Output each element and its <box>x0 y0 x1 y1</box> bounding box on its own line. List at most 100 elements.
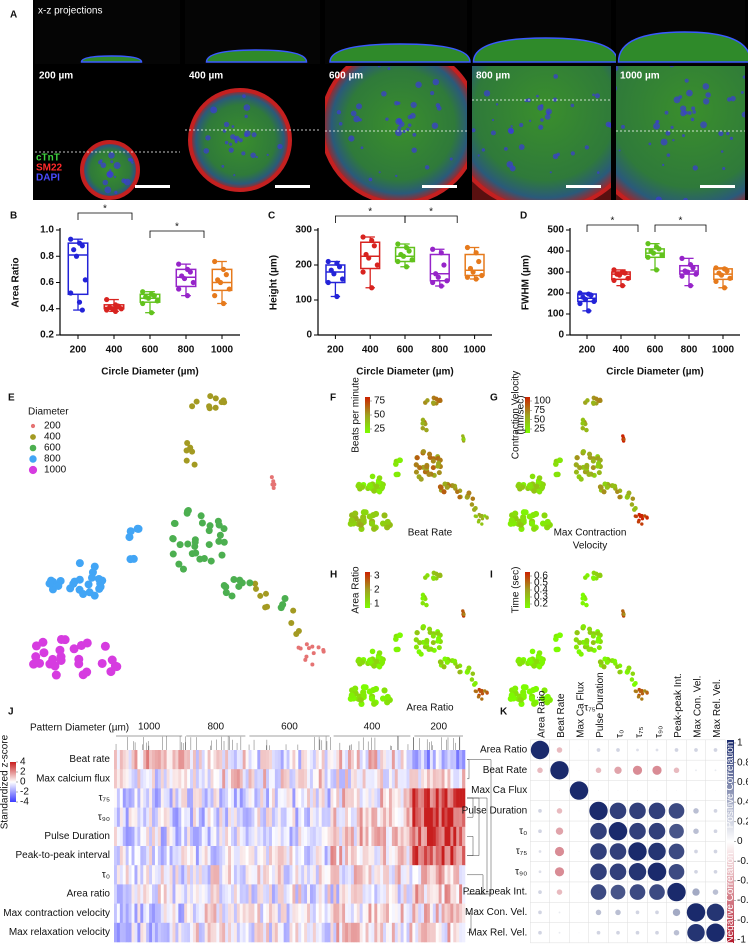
nuclei <box>718 130 724 137</box>
heatmap-cell <box>254 903 258 924</box>
heatmap-cell <box>231 884 235 904</box>
heatmap-cell <box>184 807 188 828</box>
heatmap-cell <box>236 750 241 770</box>
heatmap-cell <box>175 865 179 885</box>
heatmap-cell <box>456 922 460 943</box>
significance-bracket <box>404 215 458 223</box>
map-point <box>596 460 602 466</box>
z-colorbar-label: Standardized z-score <box>0 734 11 829</box>
heatmap-cell <box>315 826 320 847</box>
corr-circle <box>616 748 620 752</box>
heatmap-cell <box>233 769 238 789</box>
heatmap-cell <box>266 903 270 924</box>
heatmap-cell <box>242 922 246 943</box>
tsne-point <box>279 601 287 609</box>
nuclei <box>686 89 693 97</box>
heatmap-cell <box>453 769 457 789</box>
heatmap-cell <box>447 922 451 943</box>
heatmap-cell <box>187 865 191 885</box>
heatmap-cell <box>394 769 399 789</box>
heatmap-cell <box>409 846 413 866</box>
heatmap-cell <box>210 865 214 885</box>
heatmap-cell <box>160 846 165 866</box>
tsne-point <box>54 581 63 590</box>
corr-col-label: Max Rel. Vel. <box>712 679 723 738</box>
corr-circle <box>655 748 659 752</box>
corr-colorbar-tick-label: -0.4 <box>737 876 748 887</box>
heatmap-cell <box>254 846 258 866</box>
point <box>473 250 479 256</box>
heatmap-cell <box>403 903 407 924</box>
heatmap-cell <box>386 769 390 789</box>
heatmap-cell <box>184 846 188 866</box>
heatmap-cell <box>263 922 267 943</box>
heatmap-cell <box>386 750 390 770</box>
heatmap-cell <box>286 807 290 828</box>
nuclei <box>507 127 514 134</box>
heatmap-cell <box>333 884 337 904</box>
heatmap-cell <box>371 788 375 808</box>
heatmap-cell <box>403 807 407 828</box>
map-point <box>601 489 607 495</box>
heatmap-cell <box>418 788 422 808</box>
significance-star: * <box>429 207 433 218</box>
heatmap-cell <box>175 903 179 924</box>
heatmap-cell <box>210 884 214 904</box>
map-point <box>633 506 638 511</box>
point <box>653 267 660 273</box>
point <box>650 250 657 256</box>
map-point <box>362 684 369 691</box>
heatmap-cell <box>327 807 331 828</box>
heatmap-cell <box>242 903 246 924</box>
heatmap-cell <box>225 788 229 808</box>
tissue <box>616 66 745 200</box>
heatmap-cell <box>283 826 287 847</box>
corr-colorbar-tick-label: -0.6 <box>737 895 748 906</box>
heatmap-cell <box>280 846 284 866</box>
heatmap-cell <box>444 769 448 789</box>
map-caption: Beat Rate <box>408 528 453 539</box>
heatmap-cell <box>350 903 355 924</box>
significance-star: * <box>611 216 615 227</box>
heatmap-cell <box>327 884 331 904</box>
heatmap-cell <box>195 826 200 847</box>
heatmap-cell <box>233 826 238 847</box>
map-point <box>469 502 475 507</box>
nuclei <box>113 175 117 178</box>
heatmap-cell <box>149 846 153 866</box>
corr-circle <box>617 790 619 792</box>
tsne-point <box>216 531 224 539</box>
corr-circle <box>595 767 602 774</box>
heatmap-cell <box>166 903 170 924</box>
tsne-point <box>39 648 49 658</box>
panel-letter: C <box>268 211 275 222</box>
heatmap-cell <box>391 884 396 904</box>
heatmap-cell <box>114 865 118 885</box>
nuclei <box>113 162 121 169</box>
heatmap-cell <box>394 846 399 866</box>
heatmap-cell <box>239 769 243 789</box>
heatmap-cell <box>248 826 252 847</box>
tsne-point <box>271 479 276 484</box>
heatmap-cell <box>429 826 434 847</box>
heatmap-cell <box>307 884 311 904</box>
heatmap-cell <box>315 884 320 904</box>
tsne-point <box>97 658 107 668</box>
heatmap-cell <box>304 769 308 789</box>
point <box>140 289 146 295</box>
heatmap-cell <box>424 922 428 943</box>
heatmap-cell <box>283 884 287 904</box>
point <box>369 285 375 291</box>
heatmap-cell <box>210 807 214 828</box>
corr-colorbar-tick-label: -0.8 <box>737 915 748 926</box>
heatmap-cell <box>251 826 255 847</box>
map-point <box>420 421 425 426</box>
corr-circle <box>578 830 580 832</box>
nuclei <box>597 171 600 174</box>
heatmap-cell <box>292 826 296 847</box>
heatmap-cell <box>286 826 290 847</box>
heatmap-cell <box>222 922 226 943</box>
corr-circle <box>590 822 607 840</box>
heatmap-cell <box>450 788 454 808</box>
heatmap-cell <box>327 865 331 885</box>
